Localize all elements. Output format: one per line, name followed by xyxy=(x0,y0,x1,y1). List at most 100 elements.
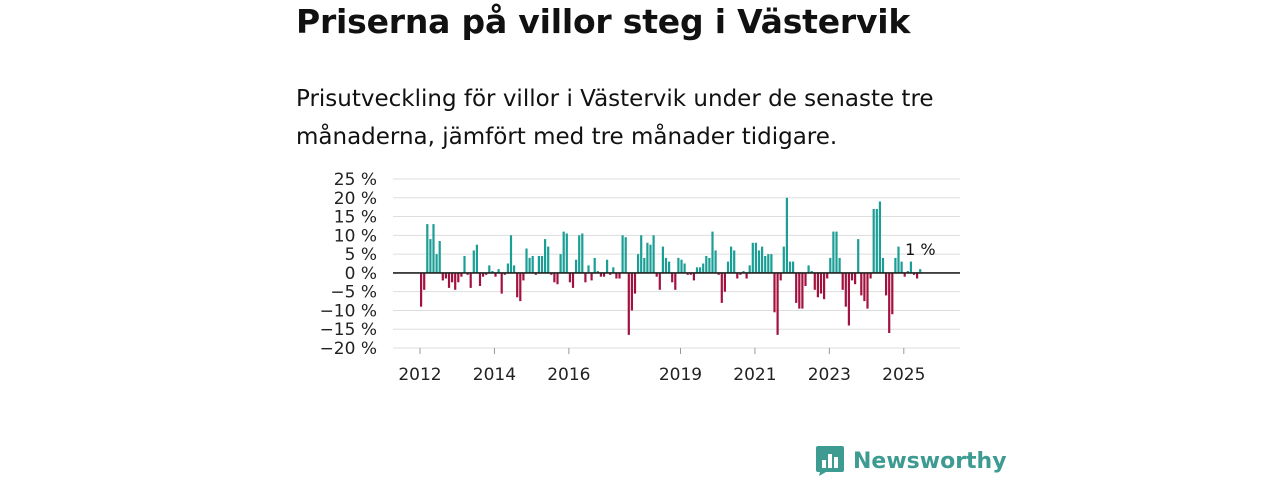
bar xyxy=(683,263,686,273)
bar xyxy=(714,250,717,273)
bar xyxy=(916,272,919,279)
bar xyxy=(798,272,801,309)
bar xyxy=(866,272,869,309)
bar xyxy=(664,257,668,273)
bar xyxy=(748,265,751,273)
bar xyxy=(699,267,702,273)
chart-gridlines xyxy=(393,178,960,349)
bar xyxy=(503,272,506,275)
bar xyxy=(528,257,531,273)
bar xyxy=(606,259,609,273)
bar xyxy=(723,272,726,292)
bar xyxy=(637,254,640,273)
bar xyxy=(559,254,562,273)
bar xyxy=(717,272,720,275)
bar xyxy=(832,231,835,273)
y-tick-label: −20 % xyxy=(320,339,377,359)
bar xyxy=(680,259,683,273)
y-tick-label: −5 % xyxy=(330,283,377,303)
bar xyxy=(888,272,891,333)
bar xyxy=(633,272,637,294)
y-tick-label: 15 % xyxy=(334,208,377,228)
bar xyxy=(668,261,671,273)
bar xyxy=(891,272,894,315)
bar xyxy=(702,263,705,273)
bar xyxy=(624,237,627,273)
y-tick-label: 10 % xyxy=(334,226,377,246)
y-tick-label: 5 % xyxy=(345,245,377,265)
x-tick-label: 2023 xyxy=(808,365,851,385)
bar xyxy=(674,272,677,290)
bar xyxy=(906,271,909,273)
bar xyxy=(751,242,754,273)
y-tick-label: 20 % xyxy=(334,189,377,209)
bar xyxy=(726,261,730,273)
bar xyxy=(878,201,881,273)
bar xyxy=(770,254,773,273)
bar xyxy=(482,272,485,277)
bar xyxy=(795,272,798,303)
brand-name: Newsworthy xyxy=(853,448,1007,474)
bar xyxy=(764,256,767,273)
bar xyxy=(525,248,528,273)
bar xyxy=(593,257,596,273)
bar xyxy=(460,272,463,277)
bar xyxy=(847,272,850,326)
x-tick-label: 2021 xyxy=(733,365,776,385)
bar xyxy=(423,272,426,290)
bar xyxy=(875,209,878,273)
bar xyxy=(711,231,714,273)
bar xyxy=(556,272,559,285)
bar xyxy=(429,239,432,273)
bar xyxy=(522,272,525,281)
bar xyxy=(823,272,826,300)
bar xyxy=(506,263,509,273)
bar xyxy=(838,257,841,273)
bar xyxy=(652,235,655,273)
bar xyxy=(602,272,606,277)
bar xyxy=(885,272,888,296)
bar xyxy=(872,209,875,273)
bar xyxy=(736,272,739,279)
bar xyxy=(463,256,466,273)
bar xyxy=(912,272,916,275)
bar xyxy=(782,246,785,273)
bar xyxy=(695,267,699,273)
bar xyxy=(869,272,872,279)
bar xyxy=(816,272,819,298)
x-tick-label: 2014 xyxy=(473,365,516,385)
bar xyxy=(720,272,723,303)
bar xyxy=(708,257,711,273)
bar xyxy=(844,272,847,307)
bar xyxy=(826,272,829,279)
bar xyxy=(475,244,478,273)
y-axis: 25 %20 %15 %10 %5 %0 %−5 %−10 %−15 %−20 … xyxy=(320,170,377,359)
bar xyxy=(739,272,742,275)
bar xyxy=(497,269,500,273)
bar xyxy=(733,250,736,273)
x-tick-label: 2025 xyxy=(882,365,925,385)
bar xyxy=(730,246,733,273)
bar xyxy=(587,265,590,273)
bar xyxy=(596,271,599,273)
bar xyxy=(494,272,497,277)
bar xyxy=(618,272,621,279)
bar xyxy=(857,239,860,273)
bar xyxy=(469,272,472,288)
bar xyxy=(553,272,556,283)
bar xyxy=(581,233,584,273)
bar xyxy=(466,272,469,275)
bar xyxy=(677,257,680,273)
bar xyxy=(609,272,612,275)
x-tick-label: 2012 xyxy=(398,365,441,385)
bar xyxy=(500,272,503,294)
bar xyxy=(661,246,664,273)
bar xyxy=(584,272,587,283)
bar xyxy=(757,250,761,273)
bar xyxy=(776,272,779,335)
bar xyxy=(854,272,857,285)
bar xyxy=(426,224,429,273)
bar xyxy=(562,231,565,273)
bar xyxy=(804,272,807,286)
bar xyxy=(909,261,912,273)
